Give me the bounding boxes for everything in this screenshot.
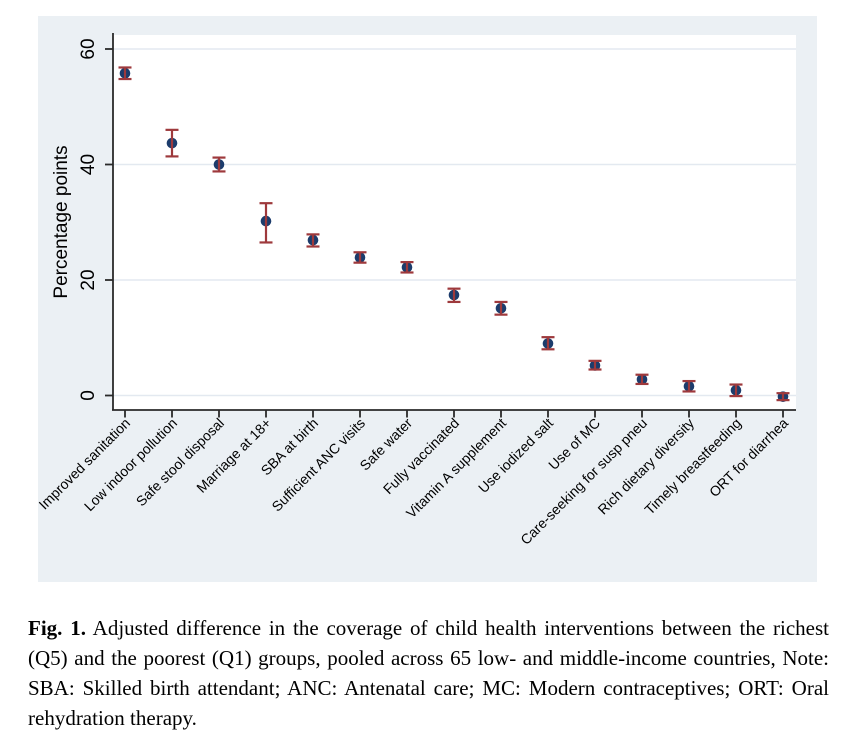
figure-caption: Fig. 1. Adjusted difference in the cover…	[28, 613, 829, 732]
plot-background	[113, 35, 796, 410]
x-category-label: ORT for diarrhea	[706, 415, 791, 500]
y-tick-label-0: 0	[78, 390, 99, 401]
figure-1-chart: 0 20 40 60 Percentage points Improved sanitat…	[38, 16, 817, 582]
y-axis-title: Percentage points	[51, 145, 72, 298]
x-category-label: Sufficient ANC visits	[268, 415, 368, 515]
figure-caption-text: Adjusted difference in the coverage of c…	[28, 616, 830, 730]
y-tick-label-20: 20	[78, 269, 99, 290]
figure-caption-label: Fig. 1.	[28, 616, 86, 640]
y-tick-label-60: 60	[78, 38, 99, 59]
x-category-label: Safe stool disposal	[133, 415, 227, 509]
y-tick-label-40: 40	[78, 154, 99, 175]
